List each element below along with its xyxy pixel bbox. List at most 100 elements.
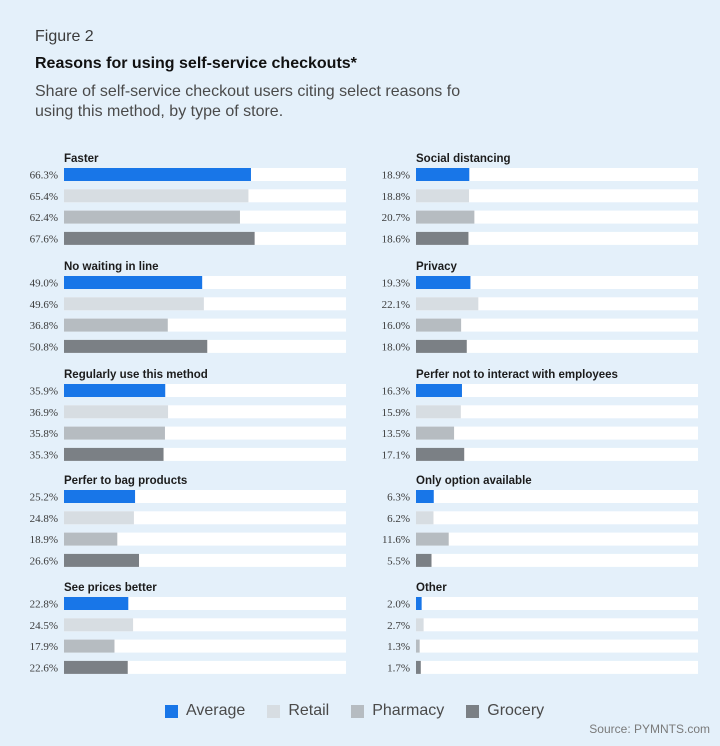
bar-track [64, 660, 346, 674]
bar-track [64, 532, 346, 546]
panel-title: Privacy [416, 261, 458, 273]
bar-grocery [64, 339, 208, 353]
bar-value-label: 49.0% [30, 278, 58, 290]
bar-value-label: 5.5% [387, 555, 410, 567]
bar-value-label: 25.2% [30, 492, 58, 504]
bar-value-label: 24.8% [30, 513, 58, 525]
bar-average [64, 168, 251, 181]
bar-average [416, 490, 434, 503]
bar-pharmacy [64, 532, 118, 546]
bar-value-label: 62.4% [30, 212, 58, 224]
bar-value-label: 35.3% [30, 449, 58, 461]
bar-pharmacy [64, 639, 115, 653]
bar-track [416, 189, 698, 203]
legend-label-retail: Retail [288, 702, 330, 719]
bar-retail [64, 189, 249, 203]
bar-track [416, 511, 698, 525]
bar-retail [416, 405, 461, 419]
bar-track [416, 384, 698, 397]
bar-track [416, 553, 698, 567]
bar-average [416, 597, 422, 610]
bar-retail [64, 405, 169, 419]
bar-track [64, 639, 346, 653]
panel: Faster 66.3% 65.4% 62.4% 67.6% [30, 153, 346, 245]
bar-average [416, 384, 462, 397]
bar-pharmacy [64, 426, 165, 440]
bar-value-label: 50.8% [30, 341, 58, 353]
panel-title: Perfer not to interact with employees [416, 369, 618, 381]
bar-retail [416, 618, 424, 632]
panel-title: Faster [64, 153, 99, 165]
bar-track [416, 231, 698, 245]
bar-average [416, 276, 471, 289]
legend-item-average: Average [165, 702, 245, 720]
legend-item-pharmacy: Pharmacy [351, 702, 444, 720]
bar-track [416, 639, 698, 653]
bar-track [416, 297, 698, 311]
bar-retail [64, 297, 204, 311]
bar-pharmacy [416, 210, 475, 224]
bar-value-label: 35.9% [30, 386, 58, 398]
bar-value-label: 24.5% [30, 620, 58, 632]
chart-title: Reasons for using self-service checkouts… [35, 55, 357, 72]
bar-track [64, 597, 346, 610]
bar-track [64, 511, 346, 525]
panel: Privacy 19.3% 22.1% 16.0% 18.0% [382, 261, 698, 353]
bar-value-label: 22.6% [30, 662, 58, 674]
panel: Regularly use this method 35.9% 36.9% 35.8%… [30, 369, 346, 461]
bar-value-label: 16.0% [382, 320, 410, 332]
bar-retail [416, 189, 470, 203]
bar-value-label: 1.3% [387, 641, 410, 653]
source-note: Source: PYMNTS.com [589, 722, 710, 736]
bar-track [416, 339, 698, 353]
bar-value-label: 22.8% [30, 599, 58, 611]
bar-value-label: 22.1% [382, 299, 410, 311]
legend-swatch-grocery [466, 704, 480, 718]
panel-title: Only option available [416, 475, 532, 487]
panel: Perfer to bag products 25.2% 24.8% 18.9% 26.… [30, 475, 346, 567]
panel: Perfer not to interact with employees 16.… [382, 369, 698, 461]
bar-value-label: 67.6% [30, 233, 58, 245]
bar-value-label: 18.8% [382, 191, 410, 203]
bar-value-label: 36.8% [30, 320, 58, 332]
bar-value-label: 18.9% [382, 170, 410, 182]
bar-track [416, 490, 698, 503]
bar-pharmacy [416, 639, 420, 653]
bar-value-label: 49.6% [30, 299, 58, 311]
bar-grocery [64, 231, 255, 245]
bar-value-label: 17.1% [382, 449, 410, 461]
bar-pharmacy [64, 318, 168, 332]
panel-title: Other [416, 582, 447, 594]
bar-value-label: 17.9% [30, 641, 58, 653]
panel: See prices better 22.8% 24.5% 17.9% 22.6% [30, 582, 346, 674]
panel-title: See prices better [64, 582, 157, 594]
bar-grocery [64, 660, 128, 674]
bar-value-label: 65.4% [30, 191, 58, 203]
bar-track [416, 168, 698, 181]
bar-average [64, 597, 129, 610]
bar-track [416, 276, 698, 289]
bar-grocery [416, 339, 467, 353]
bar-grocery [416, 447, 465, 461]
legend-label-pharmacy: Pharmacy [372, 702, 445, 719]
legend-label-average: Average [186, 702, 246, 719]
legend-item-retail: Retail [267, 702, 329, 720]
figure-label: Figure 2 [35, 28, 94, 45]
bar-retail [64, 618, 134, 632]
bar-grocery [64, 553, 140, 567]
bar-track [416, 405, 698, 419]
bar-value-label: 2.7% [387, 620, 410, 632]
panel: Other 2.0% 2.7% 1.3% 1.7% [387, 582, 698, 674]
bar-track [416, 597, 698, 610]
bar-retail [416, 297, 479, 311]
legend-label-grocery: Grocery [487, 702, 545, 719]
bar-average [64, 490, 136, 503]
bar-retail [64, 511, 134, 525]
bar-value-label: 1.7% [387, 662, 410, 674]
bar-value-label: 19.3% [382, 278, 410, 290]
bar-retail [416, 511, 434, 525]
legend: Average Retail Pharmacy Grocery [165, 702, 544, 720]
bar-value-label: 18.9% [30, 534, 58, 546]
panel-title: Social distancing [416, 153, 511, 165]
